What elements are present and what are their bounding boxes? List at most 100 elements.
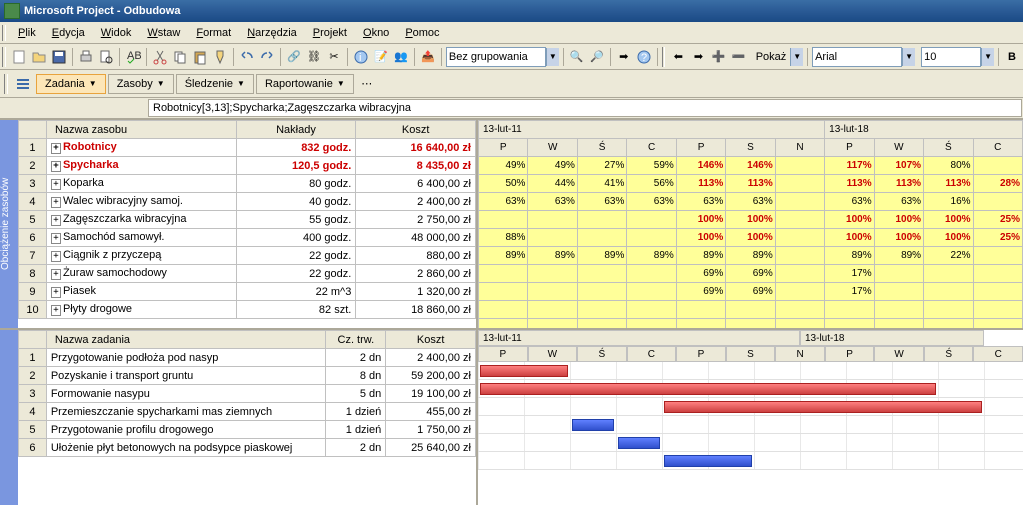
timeline-cell[interactable]	[627, 283, 676, 301]
timeline-row[interactable]	[479, 319, 1023, 329]
timeline-cell[interactable]: 69%	[726, 265, 775, 283]
timeline-cell[interactable]: 56%	[627, 175, 676, 193]
paste-button[interactable]	[191, 46, 209, 68]
timeline-cell[interactable]	[479, 301, 528, 319]
timeline-cell[interactable]	[973, 319, 1022, 329]
row-number[interactable]: 1	[19, 139, 47, 157]
timeline-cell[interactable]	[973, 157, 1022, 175]
timeline-cell[interactable]: 16%	[924, 193, 973, 211]
row-number[interactable]: 5	[19, 211, 47, 229]
timeline-cell[interactable]: 100%	[726, 229, 775, 247]
menu-pomoc[interactable]: Pomoc	[397, 25, 447, 41]
col-cost[interactable]: Koszt	[356, 121, 476, 139]
menu-format[interactable]: Format	[188, 25, 239, 41]
font-field[interactable]	[812, 47, 902, 67]
timeline-cell[interactable]: 100%	[825, 229, 874, 247]
timeline-cell[interactable]: 88%	[479, 229, 528, 247]
timeline-cell[interactable]: 146%	[726, 157, 775, 175]
gantt-bar[interactable]	[480, 365, 568, 377]
timeline-cell[interactable]: 107%	[874, 157, 923, 175]
effort-cell[interactable]: 22 godz.	[236, 265, 356, 283]
publish-button[interactable]: 📤	[419, 46, 437, 68]
timeline-cell[interactable]: 25%	[973, 211, 1022, 229]
resource-name-cell[interactable]: +Walec wibracyjny samoj.	[46, 193, 236, 211]
gantt-bar[interactable]	[480, 383, 936, 395]
gantt-bar[interactable]	[618, 437, 660, 449]
show-combo[interactable]: Pokaż ▼	[752, 48, 804, 66]
gantt-row[interactable]	[478, 434, 1023, 452]
resource-row[interactable]: 5 +Zagęszczarka wibracyjna 55 godz. 2 75…	[19, 211, 476, 229]
timeline-cell[interactable]	[726, 301, 775, 319]
info-button[interactable]: i	[352, 46, 370, 68]
resource-name-cell[interactable]: +Zagęszczarka wibracyjna	[46, 211, 236, 229]
formula-bar[interactable]: Robotnicy[3,13];Spycharka;Zagęszczarka w…	[148, 99, 1022, 117]
expand-icon[interactable]: +	[51, 197, 61, 208]
timeline-cell[interactable]	[825, 301, 874, 319]
timeline-cell[interactable]: 63%	[726, 193, 775, 211]
resource-row[interactable]: 3 +Koparka 80 godz. 6 400,00 zł	[19, 175, 476, 193]
task-row[interactable]: 6 Ułożenie płyt betonowych na podsypce p…	[19, 439, 476, 457]
expand-icon[interactable]: +	[51, 161, 61, 172]
timeline-cell[interactable]	[924, 319, 973, 329]
timeline-cell[interactable]	[775, 229, 824, 247]
show-subtasks-button[interactable]: ➕	[710, 46, 728, 68]
timeline-cell[interactable]: 89%	[726, 247, 775, 265]
resource-name-cell[interactable]: +Żuraw samochodowy	[46, 265, 236, 283]
duration-cell[interactable]: 2 dn	[326, 439, 386, 457]
timeline-cell[interactable]: 113%	[726, 175, 775, 193]
sidebar-gantt[interactable]	[0, 330, 18, 505]
timeline-cell[interactable]	[627, 301, 676, 319]
tasks-view-button[interactable]: Zadania▼	[36, 74, 106, 94]
row-number[interactable]: 10	[19, 301, 47, 319]
timeline-cell[interactable]	[627, 265, 676, 283]
redo-button[interactable]	[258, 46, 276, 68]
timeline-cell[interactable]	[924, 265, 973, 283]
timeline-row[interactable]: 49%49%27%59%146%146%117%107%80%	[479, 157, 1023, 175]
timeline-cell[interactable]: 22%	[924, 247, 973, 265]
timeline-cell[interactable]: 69%	[676, 283, 725, 301]
task-cost-cell[interactable]: 1 750,00 zł	[386, 421, 476, 439]
row-number[interactable]: 8	[19, 265, 47, 283]
bold-button[interactable]: B	[1003, 46, 1021, 68]
resource-row[interactable]: 7 +Ciągnik z przyczepą 22 godz. 880,00 z…	[19, 247, 476, 265]
cost-cell[interactable]: 2 860,00 zł	[356, 265, 476, 283]
row-number[interactable]: 3	[19, 175, 47, 193]
expand-icon[interactable]: +	[51, 233, 61, 244]
timeline-row[interactable]: 88%100%100%100%100%100%25%	[479, 229, 1023, 247]
grip-handle[interactable]	[4, 74, 8, 94]
timeline-cell[interactable]: 63%	[825, 193, 874, 211]
indent-button[interactable]: ➡	[689, 46, 707, 68]
row-number[interactable]: 4	[19, 193, 47, 211]
view-list-button[interactable]	[12, 73, 34, 95]
timeline-row[interactable]: 69%69%17%	[479, 283, 1023, 301]
resource-name-cell[interactable]: +Koparka	[46, 175, 236, 193]
timeline-cell[interactable]	[775, 319, 824, 329]
timeline-row[interactable]: 89%89%89%89%89%89%89%89%22%	[479, 247, 1023, 265]
fontsize-combo[interactable]: ▼	[921, 47, 994, 67]
resource-row[interactable]: 9 +Piasek 22 m^3 1 320,00 zł	[19, 283, 476, 301]
timeline-cell[interactable]	[874, 265, 923, 283]
row-number[interactable]: 1	[19, 349, 47, 367]
col-resource-name[interactable]: Nazwa zasobu	[46, 121, 236, 139]
menu-okno[interactable]: Okno	[355, 25, 397, 41]
timeline-cell[interactable]	[577, 283, 626, 301]
timeline-cell[interactable]	[775, 283, 824, 301]
timeline-cell[interactable]: 49%	[479, 157, 528, 175]
task-name-cell[interactable]: Ułożenie płyt betonowych na podsypce pia…	[46, 439, 326, 457]
col-task-name[interactable]: Nazwa zadania	[46, 331, 326, 349]
timeline-cell[interactable]: 100%	[676, 229, 725, 247]
copy-button[interactable]	[171, 46, 189, 68]
menu-plik[interactable]: Plik	[10, 25, 44, 41]
task-row[interactable]: 4 Przemieszczanie spycharkami mas ziemny…	[19, 403, 476, 421]
duration-cell[interactable]: 8 dn	[326, 367, 386, 385]
timeline-cell[interactable]	[973, 265, 1022, 283]
menu-projekt[interactable]: Projekt	[305, 25, 355, 41]
timeline-cell[interactable]	[528, 319, 577, 329]
resource-row[interactable]: 1 +Robotnicy 832 godz. 16 640,00 zł	[19, 139, 476, 157]
resource-name-cell[interactable]: +Piasek	[46, 283, 236, 301]
cost-cell[interactable]: 48 000,00 zł	[356, 229, 476, 247]
timeline-cell[interactable]: 113%	[676, 175, 725, 193]
cost-cell[interactable]: 18 860,00 zł	[356, 301, 476, 319]
cost-cell[interactable]: 2 400,00 zł	[356, 193, 476, 211]
timeline-cell[interactable]	[577, 229, 626, 247]
